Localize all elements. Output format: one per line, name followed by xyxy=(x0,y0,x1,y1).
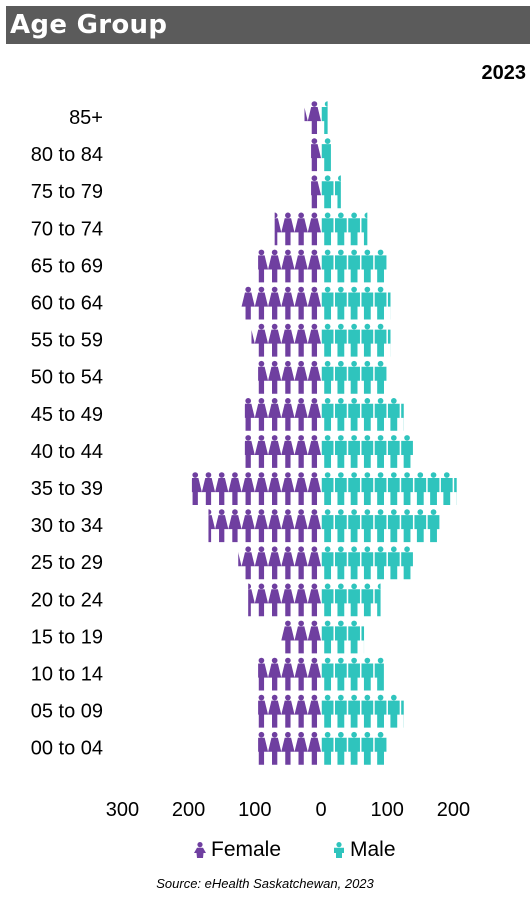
male-bar xyxy=(321,509,440,543)
female-bar xyxy=(304,101,321,134)
age-row: 40 to 44 xyxy=(31,435,413,468)
age-category-label: 70 to 74 xyxy=(31,218,103,240)
female-bar xyxy=(238,546,321,580)
male-bar xyxy=(321,694,404,728)
age-row: 05 to 09 xyxy=(31,694,404,728)
age-row: 35 to 39 xyxy=(31,472,457,505)
female-bar xyxy=(311,138,321,172)
age-row: 85+ xyxy=(69,101,328,134)
female-bar xyxy=(258,657,321,691)
female-bar xyxy=(241,286,321,320)
title-bar: Age Group xyxy=(6,6,530,44)
male-bar xyxy=(321,583,381,617)
female-bar xyxy=(244,397,321,431)
age-row: 80 to 84 xyxy=(31,138,331,172)
female-bar xyxy=(311,175,321,209)
x-tick-label: 200 xyxy=(172,799,205,821)
legend: Female Male xyxy=(0,838,530,866)
male-bar xyxy=(321,249,387,283)
age-category-label: 45 to 49 xyxy=(31,404,103,426)
age-category-label: 25 to 29 xyxy=(31,552,103,574)
age-row: 65 to 69 xyxy=(31,249,387,283)
legend-item-female: Female xyxy=(193,838,281,862)
female-bar xyxy=(281,620,321,654)
female-person-icon xyxy=(194,842,206,858)
age-row: 25 to 29 xyxy=(31,546,413,580)
age-category-label: 35 to 39 xyxy=(31,478,103,500)
male-bar xyxy=(321,138,331,172)
legend-label-female: Female xyxy=(211,838,282,861)
age-row: 20 to 24 xyxy=(31,583,381,617)
age-row: 60 to 64 xyxy=(31,286,391,320)
year-label: 2023 xyxy=(481,62,527,84)
male-bar xyxy=(321,657,384,691)
age-row: 15 to 19 xyxy=(31,620,365,654)
age-row: 70 to 74 xyxy=(31,212,368,246)
male-bar xyxy=(321,620,365,654)
age-row: 30 to 34 xyxy=(31,509,440,543)
female-bar xyxy=(258,360,321,394)
male-bar xyxy=(321,175,341,209)
x-tick-label: 0 xyxy=(315,799,326,821)
legend-item-male: Male xyxy=(332,838,396,862)
chart-title: Age Group xyxy=(10,10,168,40)
female-bar xyxy=(251,323,321,357)
male-bar xyxy=(321,360,387,394)
x-tick-label: 100 xyxy=(238,799,271,821)
age-category-label: 50 to 54 xyxy=(31,367,103,389)
male-person-icon xyxy=(334,842,344,858)
male-bar xyxy=(321,286,391,320)
age-row: 75 to 79 xyxy=(31,175,341,209)
male-bar xyxy=(321,397,404,431)
age-category-label: 10 to 14 xyxy=(31,664,103,686)
age-row: 50 to 54 xyxy=(31,360,387,394)
age-row: 00 to 04 xyxy=(31,731,387,765)
age-row: 10 to 14 xyxy=(31,657,384,691)
age-category-label: 30 to 34 xyxy=(31,515,103,537)
female-bar xyxy=(258,694,321,728)
age-category-label: 75 to 79 xyxy=(31,181,103,203)
female-bar xyxy=(248,583,321,617)
age-category-label: 60 to 64 xyxy=(31,293,103,315)
x-tick-label: 300 xyxy=(106,799,139,821)
male-bar xyxy=(321,101,328,134)
x-tick-label: 200 xyxy=(437,799,470,821)
female-bar xyxy=(244,435,321,468)
male-bar xyxy=(321,435,413,468)
age-category-label: 00 to 04 xyxy=(31,738,103,760)
male-bar xyxy=(321,472,457,505)
age-category-label: 15 to 19 xyxy=(31,626,103,648)
female-bar xyxy=(208,509,321,543)
male-bar xyxy=(321,212,368,246)
x-tick-label: 100 xyxy=(371,799,404,821)
age-row: 45 to 49 xyxy=(31,397,404,431)
female-bar xyxy=(191,472,321,505)
female-bar xyxy=(274,212,321,246)
male-bar xyxy=(321,731,387,765)
male-bar xyxy=(321,546,413,580)
legend-label-male: Male xyxy=(350,838,396,861)
female-bar xyxy=(258,731,321,765)
female-bar xyxy=(258,249,321,283)
age-row: 55 to 59 xyxy=(31,323,391,357)
age-category-label: 65 to 69 xyxy=(31,255,103,277)
male-bar xyxy=(321,323,391,357)
age-category-label: 20 to 24 xyxy=(31,589,103,611)
population-pyramid-chart: 85+ 80 to 84 75 to 79 70 to 74 65 to 69 60 to… xyxy=(31,101,470,821)
age-category-label: 40 to 44 xyxy=(31,441,103,463)
age-category-label: 55 to 59 xyxy=(31,330,103,352)
age-category-label: 85+ xyxy=(69,107,103,129)
source-note: Source: eHealth Saskatchewan, 2023 xyxy=(156,876,374,891)
age-category-label: 05 to 09 xyxy=(31,701,103,723)
age-category-label: 80 to 84 xyxy=(31,144,103,166)
